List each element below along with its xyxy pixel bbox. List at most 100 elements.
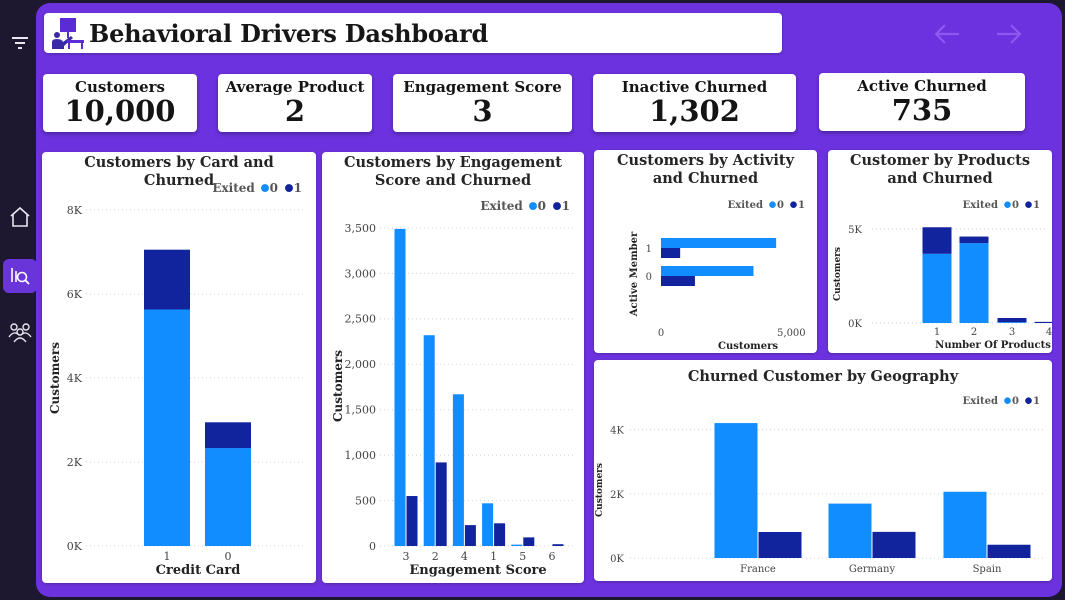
- x-tick-label: 1: [164, 550, 171, 563]
- y-axis-title: Customers: [595, 463, 605, 517]
- legend-swatch-1: [1025, 397, 1032, 404]
- x-tick-label: 1: [934, 327, 940, 338]
- legend-swatch-1: [790, 201, 797, 208]
- x-axis-title: Number Of Products: [935, 340, 1051, 351]
- y-tick-label: 0: [369, 540, 376, 553]
- kpi-label: Active Churned: [857, 77, 987, 95]
- y-tick-label: 0K: [848, 319, 862, 330]
- bar-series-1: [661, 276, 695, 286]
- bar-segment-1: [922, 227, 952, 254]
- bar-series-1: [661, 248, 681, 258]
- bar-segment-0: [922, 253, 952, 323]
- bar-series-1: [758, 532, 802, 558]
- bar-series-1: [523, 537, 535, 546]
- legend-label-1: 1: [562, 199, 570, 213]
- legend-swatch-0: [769, 201, 776, 208]
- legend-label-0: 0: [270, 181, 278, 195]
- legend-label-0: 0: [1012, 396, 1019, 407]
- legend-title: Exited: [212, 181, 255, 195]
- y-tick-label: 2K: [610, 490, 624, 501]
- bar-segment-1: [959, 236, 989, 244]
- y-tick-label: 4K: [67, 372, 83, 385]
- y-axis-title: Customers: [833, 247, 843, 301]
- x-tick-label: 5,000: [777, 328, 806, 339]
- search-chart-icon[interactable]: [3, 259, 37, 293]
- bar-series-1: [435, 462, 447, 546]
- bar-segment-0: [205, 448, 251, 546]
- y-tick-label: 3,000: [345, 267, 377, 280]
- x-tick-label: Spain: [973, 564, 1002, 575]
- chart-svg: 1 0 Exited 0 500 1,000 1,500 2,000 2,500 3,000 3,5…: [331, 199, 574, 578]
- arrow-right-icon[interactable]: [994, 21, 1024, 47]
- bar-series-0: [394, 228, 406, 546]
- x-axis-title: Customers: [718, 341, 778, 352]
- y-tick-label: 8K: [67, 204, 83, 217]
- kpi-card-average-product: Average Product 2: [218, 74, 372, 132]
- bar-series-0: [482, 503, 494, 546]
- y-tick-label: 5K: [848, 225, 862, 236]
- chart-title: Customer by Products and Churned: [849, 152, 1031, 187]
- legend-title: Exited: [728, 200, 763, 211]
- y-axis-title: Active Member: [629, 231, 640, 317]
- x-tick-label: 2: [432, 550, 439, 563]
- chart-title: Customers by Card and Churned: [84, 154, 274, 189]
- x-tick-label: 5: [519, 550, 526, 563]
- bar-series-0: [423, 335, 435, 546]
- bar-series-0: [661, 266, 754, 276]
- kpi-value: 1,302: [649, 94, 740, 128]
- x-tick-label: 2: [971, 327, 977, 338]
- x-tick-label: France: [740, 564, 776, 575]
- legend-swatch-1: [285, 184, 293, 192]
- x-tick-label: 0: [225, 550, 232, 563]
- chart-title: Customers by Engagement Score and Churne…: [344, 154, 562, 189]
- kpi-label: Customers: [75, 78, 165, 96]
- kpi-card-engagement-score: Engagement Score 3: [393, 74, 572, 132]
- y-tick-label: 2K: [67, 456, 83, 469]
- home-icon[interactable]: [3, 200, 37, 234]
- x-axis-title: Credit Card: [156, 563, 241, 578]
- legend-label-0: 0: [1012, 200, 1019, 211]
- legend-label-1: 1: [1033, 396, 1040, 407]
- chart-card-by-activity: Customers by Activity and Churned 1 0 Exit…: [594, 150, 817, 353]
- legend-swatch-0: [529, 202, 537, 210]
- chart-card-by-geography: Churned Customer by Geography 1 0 Exited 0K…: [594, 360, 1052, 581]
- page-title: Behavioral Drivers Dashboard: [89, 18, 489, 48]
- chart-title: Customers by Activity and Churned: [617, 152, 794, 187]
- report-canvas: Behavioral Drivers Dashboard Customers 1…: [36, 3, 1062, 597]
- y-tick-label: 0K: [67, 540, 83, 553]
- bar-segment-1: [144, 249, 190, 310]
- kpi-value: 10,000: [64, 94, 176, 128]
- y-axis-title: Customers: [48, 342, 62, 414]
- legend-swatch-0: [261, 184, 269, 192]
- legend-label-1: 1: [798, 200, 805, 211]
- kpi-label: Engagement Score: [403, 78, 562, 96]
- x-tick-label: 4: [461, 550, 468, 563]
- bar-series-1: [406, 496, 418, 546]
- kpi-label: Inactive Churned: [621, 78, 768, 96]
- arrow-left-icon[interactable]: [932, 21, 962, 47]
- bar-series-0: [943, 491, 987, 558]
- y-tick-label: 1,000: [345, 449, 377, 462]
- chart-card-by-card: Customers by Card and Churned 1 0 Exited 0K…: [42, 152, 316, 583]
- legend-swatch-0: [1004, 201, 1011, 208]
- x-tick-label: 0: [658, 328, 664, 339]
- bar-segment-1: [205, 422, 251, 449]
- y-tick-label: 500: [355, 494, 376, 507]
- presenter-logo-icon: [52, 18, 84, 49]
- y-tick-label: 2,500: [345, 313, 377, 326]
- bar-segment-0: [959, 243, 989, 323]
- chart-card-by-engagement: Customers by Engagement Score and Churne…: [322, 152, 584, 583]
- bar-segment-0: [144, 309, 190, 546]
- legend-label-0: 0: [538, 199, 546, 213]
- people-group-icon[interactable]: [3, 315, 37, 349]
- chart-svg: 1 0 Exited 0K 5K Customers 1 2 3 4 Number Of Produ…: [833, 200, 1052, 351]
- x-tick-label: 6: [549, 550, 556, 563]
- x-tick-label: 3: [403, 550, 410, 563]
- chart-card-by-products: Customer by Products and Churned 1 0 Exite…: [828, 150, 1052, 353]
- bar-series-1: [872, 531, 916, 558]
- bar-series-0: [661, 238, 777, 248]
- x-tick-label: 4: [1046, 327, 1052, 338]
- filter-icon[interactable]: [3, 26, 37, 60]
- x-tick-label: 1: [490, 550, 497, 563]
